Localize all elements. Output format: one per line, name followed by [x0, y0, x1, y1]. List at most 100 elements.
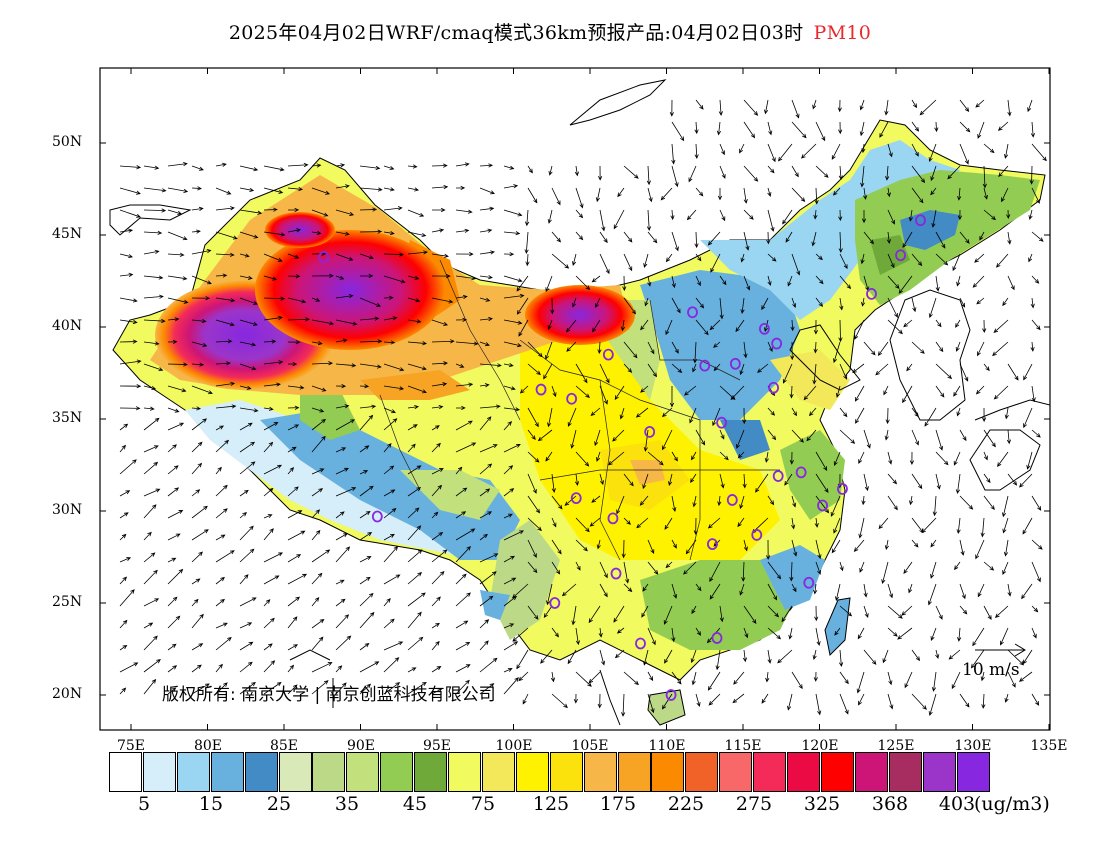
- wind-arrow: [647, 693, 655, 714]
- wind-arrow: [431, 339, 455, 344]
- wind-arrow: [359, 642, 370, 651]
- wind-arrow: [383, 533, 395, 541]
- wind-arrow: [930, 627, 937, 641]
- wind-arrow: [740, 253, 745, 263]
- wind-arrow: [143, 294, 164, 299]
- wind-arrow: [935, 275, 940, 292]
- wind-arrow: [743, 341, 748, 359]
- wind-arrow: [831, 539, 841, 554]
- wind-arrow: [359, 229, 383, 234]
- wind-arrow: [623, 231, 633, 243]
- wind-arrow: [311, 273, 334, 278]
- wind-arrow: [359, 485, 374, 497]
- wind-arrow: [311, 187, 331, 195]
- wind-arrow: [789, 385, 794, 399]
- wind-arrow: [660, 187, 673, 201]
- wind-arrow: [119, 209, 141, 218]
- wind-arrow: [911, 473, 923, 490]
- wind-arrow: [743, 99, 759, 116]
- wind-arrow: [884, 539, 889, 551]
- wind-arrow: [1023, 363, 1033, 381]
- wind-arrow: [311, 297, 321, 302]
- wind-arrow: [119, 459, 137, 475]
- wind-arrow: [143, 318, 166, 324]
- wind-arrow: [335, 487, 357, 497]
- wind-arrow: [191, 186, 202, 191]
- wind-arrow: [643, 253, 649, 268]
- wind-arrow: [858, 693, 865, 706]
- wind-arrow: [815, 473, 829, 494]
- wind-arrow: [767, 495, 775, 506]
- wind-arrow: [707, 671, 721, 691]
- wind-arrow: [620, 319, 626, 332]
- wind-arrow: [782, 363, 793, 384]
- wind-arrow: [719, 297, 724, 320]
- station-marker: [687, 306, 698, 319]
- wind-arrow: [527, 187, 538, 204]
- wind-arrow: [740, 297, 745, 315]
- wind-arrow: [712, 407, 721, 427]
- wind-arrow: [707, 517, 721, 529]
- scale-swatch: [854, 752, 888, 792]
- wind-arrow: [693, 517, 698, 536]
- wind-arrow: [685, 539, 697, 555]
- wind-arrow: [239, 622, 253, 629]
- wind-arrow: [574, 473, 580, 486]
- wind-arrow: [670, 209, 675, 221]
- wind-arrow: [709, 561, 721, 583]
- wind-arrow: [814, 605, 819, 622]
- wind-arrow: [903, 319, 913, 328]
- wind-arrow: [287, 644, 298, 651]
- wind-arrow: [383, 418, 398, 431]
- wind-arrow: [407, 405, 420, 410]
- wind-arrow: [119, 165, 142, 170]
- wind-arrow: [527, 517, 542, 532]
- wind-arrow: [791, 517, 796, 530]
- wind-arrow: [791, 539, 798, 557]
- wind-arrow: [884, 99, 889, 116]
- wind-arrow: [479, 553, 499, 563]
- wind-arrow: [742, 407, 747, 425]
- wind-arrow: [455, 528, 476, 541]
- wind-arrow: [1007, 275, 1015, 291]
- wind-arrow: [932, 495, 937, 517]
- wind-arrow: [359, 187, 383, 192]
- wind-arrow: [383, 187, 395, 192]
- wind-arrow: [1028, 253, 1033, 263]
- wind-arrow: [911, 143, 919, 157]
- wind-arrow: [717, 187, 723, 201]
- wind-arrow: [239, 165, 259, 172]
- wind-arrow: [119, 423, 129, 431]
- scale-swatch: [142, 752, 176, 792]
- scale-swatch: [787, 752, 820, 792]
- wind-arrow: [767, 165, 775, 174]
- wind-arrow: [143, 445, 159, 453]
- wind-arrow: [545, 275, 553, 293]
- wind-arrow: [215, 598, 225, 607]
- wind-arrow: [690, 473, 697, 484]
- wind-arrow: [359, 532, 373, 541]
- wind-arrow: [1031, 539, 1043, 550]
- wind-arrow: [597, 341, 602, 355]
- wind-arrow: [591, 495, 601, 503]
- wind-arrow: [335, 598, 346, 607]
- wind-arrow: [551, 517, 557, 528]
- wind-arrow: [814, 187, 819, 205]
- wind-arrow: [431, 688, 443, 695]
- wind-arrow: [671, 165, 679, 188]
- wind-arrow: [643, 649, 649, 666]
- wind-arrow: [431, 532, 444, 541]
- wind-arrow: [909, 495, 914, 506]
- wind-arrow: [503, 363, 514, 368]
- wind-arrow: [815, 253, 823, 261]
- scale-label: 35: [334, 793, 360, 815]
- wind-arrow: [263, 681, 282, 695]
- wind-arrow: [455, 592, 471, 607]
- wind-arrow: [909, 451, 915, 466]
- wind-arrow: [623, 363, 633, 373]
- wind-arrow: [765, 671, 770, 683]
- wind-arrow: [479, 619, 490, 629]
- wind-arrow: [311, 618, 325, 629]
- wind-arrow: [641, 605, 649, 618]
- wind-arrow: [690, 649, 697, 664]
